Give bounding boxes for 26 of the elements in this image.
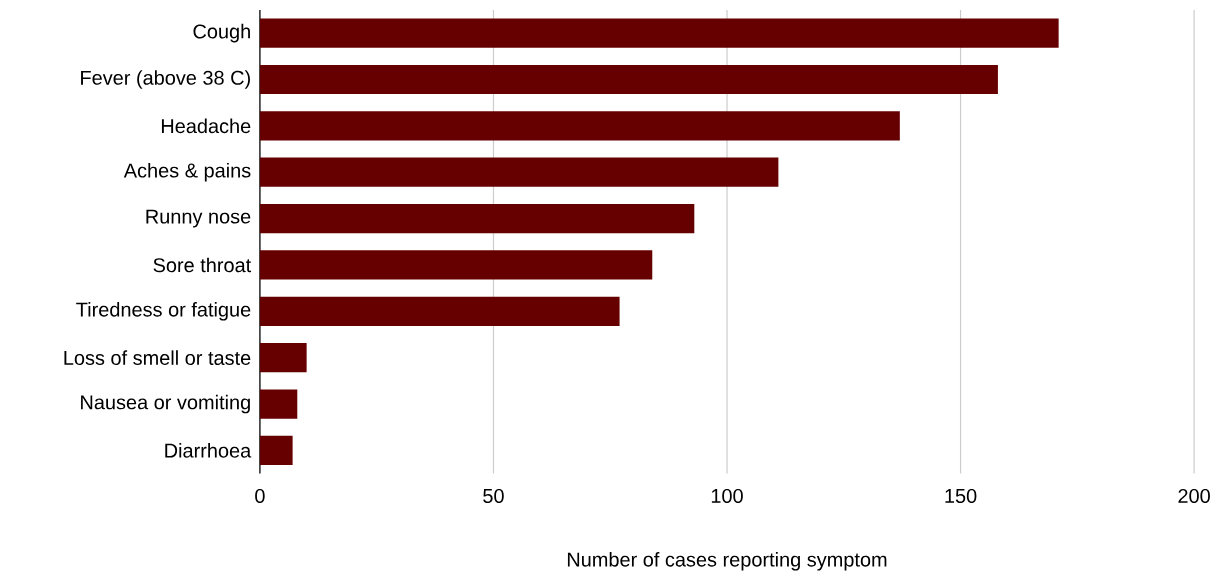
y-tick-label: Loss of smell or taste [64, 350, 251, 365]
bar [259, 435, 293, 465]
y-tick-label: Diarrhoea [165, 442, 252, 458]
bar [259, 18, 1059, 48]
bar [259, 389, 298, 419]
x-tick-label: 0 [255, 488, 265, 503]
y-tick-label: Tiredness or fatigue [76, 301, 251, 321]
x-axis-title: Number of cases reporting symptom [567, 551, 887, 571]
bar [259, 203, 695, 234]
y-tick-label: Runny nose [146, 209, 251, 228]
x-tick-label: 50 [483, 488, 504, 503]
bar [259, 296, 620, 326]
y-tick-label: Headache [161, 118, 251, 134]
x-tick-label: 150 [945, 488, 977, 503]
y-tick-label: Aches & pains [123, 162, 251, 182]
y-tick-label: Cough [193, 23, 250, 43]
bar [259, 111, 900, 141]
x-tick-label: 200 [1178, 488, 1210, 503]
y-tick-label: Sore throat [153, 257, 252, 273]
x-tick-label: 100 [711, 488, 743, 503]
bar [259, 342, 307, 373]
y-tick-label: Fever (above 38 C) [81, 70, 250, 89]
bar [259, 64, 998, 94]
bar [259, 250, 653, 280]
bar [259, 157, 779, 187]
y-tick-label: Nausea or vomiting [81, 394, 250, 414]
